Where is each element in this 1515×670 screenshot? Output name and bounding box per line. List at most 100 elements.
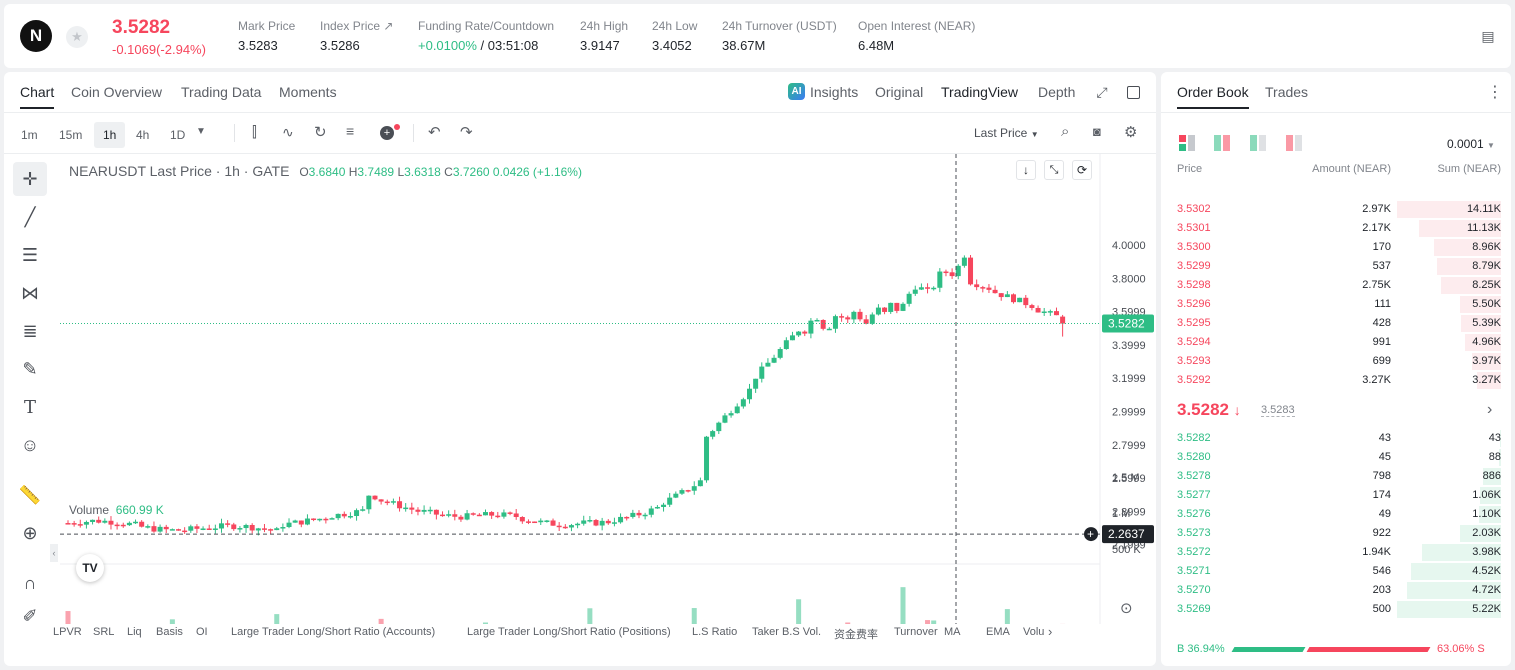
view-tradingview[interactable]: TradingView [941, 84, 1019, 100]
ask-row[interactable]: 3.5292 3.27K 3.27K [1177, 371, 1501, 390]
collapse-toolbar-icon[interactable]: ‹ [50, 544, 58, 562]
ai-insights-icon[interactable]: AI [788, 83, 805, 100]
tab-coin-overview[interactable]: Coin Overview [71, 84, 163, 100]
interval-1d[interactable]: 1D [170, 128, 186, 142]
chart-settings-icon[interactable]: ⊙ [1120, 600, 1133, 617]
view-asks-icon[interactable] [1286, 135, 1302, 151]
parallel-lines-tool-icon[interactable]: ☰ [21, 244, 39, 265]
tab-moments[interactable]: Moments [279, 84, 337, 100]
ask-row[interactable]: 3.5296 111 5.50K [1177, 295, 1501, 314]
indicator-13[interactable]: Volu [1023, 626, 1045, 638]
fib-tool-icon[interactable]: ≣ [22, 320, 38, 341]
replay-icon[interactable]: ↻ [314, 124, 327, 141]
tab-trades[interactable]: Trades [1265, 84, 1309, 100]
window-icon[interactable] [1127, 86, 1140, 99]
ask-row[interactable]: 3.5299 537 8.79K [1177, 257, 1501, 276]
candle-body [390, 501, 396, 503]
view-asks-bids-icon[interactable] [1214, 135, 1230, 151]
add-alert-icon[interactable]: + [380, 126, 394, 140]
ask-row[interactable]: 3.5294 991 4.96K [1177, 333, 1501, 352]
screenshot-camera-icon[interactable]: ◙ [1093, 124, 1101, 139]
ask-row[interactable]: 3.5293 699 3.97K [1177, 352, 1501, 371]
volume-bar [274, 614, 280, 624]
indicators-icon[interactable]: ∿ [282, 124, 294, 140]
interval-15m[interactable]: 15m [59, 128, 83, 142]
ask-row[interactable]: 3.5300 170 8.96K [1177, 238, 1501, 257]
ask-row[interactable]: 3.5301 2.17K 11.13K [1177, 219, 1501, 238]
view-bids-icon[interactable] [1250, 135, 1266, 151]
bid-row[interactable]: 3.5273 922 2.03K [1177, 524, 1501, 543]
precision-select[interactable]: 0.0001 ▼ [1447, 137, 1495, 151]
indicator-12[interactable]: EMA [986, 626, 1010, 638]
trend-line-tool-icon[interactable]: ╱ [24, 206, 36, 227]
indicators-more-icon[interactable]: › [1048, 624, 1053, 639]
indicator-10[interactable]: Turnover [894, 626, 938, 638]
depth-bar [1434, 239, 1501, 256]
view-both-icon[interactable] [1179, 135, 1195, 151]
favorite-star-icon[interactable]: ★ [66, 26, 88, 48]
indicator-5[interactable]: Large Trader Long/Short Ratio (Accounts) [231, 626, 436, 638]
ask-row[interactable]: 3.5298 2.75K 8.25K [1177, 276, 1501, 295]
indicator-6[interactable]: Large Trader Long/Short Ratio (Positions… [467, 626, 671, 638]
brush-tool-icon[interactable]: ✎ [22, 358, 38, 379]
indicator-7[interactable]: L.S Ratio [692, 626, 738, 638]
undo-icon[interactable]: ↶ [428, 124, 441, 141]
view-original[interactable]: Original [875, 84, 924, 100]
indicator-4[interactable]: OI [196, 626, 208, 638]
toggle-layout-icon[interactable]: ⟳ [1072, 160, 1092, 180]
emoji-tool-icon[interactable]: ☺ [20, 434, 40, 455]
ruler-tool-icon[interactable]: 📏 [18, 484, 42, 505]
scroll-down-icon[interactable]: ↓ [1016, 160, 1036, 180]
search-icon[interactable]: ⌕ [1061, 123, 1070, 140]
collapse-arrows-icon[interactable]: ⤡ [1044, 160, 1064, 180]
pattern-tool-icon[interactable]: ⋈ [21, 282, 39, 303]
candle-body [556, 525, 562, 528]
lock-drawing-tool-icon[interactable]: ✐ [22, 605, 38, 626]
interval-dropdown-icon[interactable]: ▼ [196, 126, 206, 137]
bid-row[interactable]: 3.5272 1.94K 3.98K [1177, 543, 1501, 562]
interval-1m[interactable]: 1m [21, 128, 38, 142]
interval-4h[interactable]: 4h [136, 128, 150, 142]
price-type-select[interactable]: Last Price ▼ [974, 126, 1039, 140]
tab-order-book[interactable]: Order Book [1177, 84, 1249, 109]
bid-row[interactable]: 3.5282 43 43 [1177, 429, 1501, 448]
tab-trading-data[interactable]: Trading Data [181, 84, 262, 100]
settings-gear-icon[interactable]: ⚙ [1124, 124, 1138, 141]
chevron-right-icon[interactable]: › [1487, 401, 1493, 418]
crosshair-tool-icon[interactable]: ✛ [13, 162, 47, 196]
ask-row[interactable]: 3.5302 2.97K 14.11K [1177, 200, 1501, 219]
indicator-8[interactable]: Taker B.S Vol. [752, 626, 822, 638]
bid-row[interactable]: 3.5277 174 1.06K [1177, 486, 1501, 505]
ask-row[interactable]: 3.5295 428 5.39K [1177, 314, 1501, 333]
tab-chart[interactable]: Chart [20, 84, 55, 109]
indicator-3[interactable]: Basis [156, 626, 183, 638]
indicator-0[interactable]: LPVR [53, 626, 82, 638]
view-depth[interactable]: Depth [1038, 84, 1076, 100]
magnet-tool-icon[interactable]: ∩ [23, 572, 37, 593]
redo-icon[interactable]: ↷ [460, 124, 473, 141]
indicator-2[interactable]: Liq [127, 626, 142, 638]
zoom-in-tool-icon[interactable]: ⊕ [22, 522, 38, 543]
candle-type-icon[interactable]: ⫿ [252, 124, 257, 141]
expand-icon[interactable]: ⤢ [1096, 83, 1108, 100]
indicator-9[interactable]: 资金费率 [834, 629, 878, 641]
indicator-11[interactable]: MA [944, 626, 961, 638]
candlestick-chart[interactable]: 4.00003.80003.59993.39993.19992.99992.79… [60, 154, 1156, 624]
bid-row[interactable]: 3.5269 500 5.22K [1177, 600, 1501, 619]
interval-1h[interactable]: 1h [94, 122, 126, 148]
template-icon[interactable]: ≡ [346, 123, 355, 139]
more-options-icon[interactable]: ⋮ [1487, 84, 1503, 101]
mid-price[interactable]: 3.5282 ↓ [1177, 400, 1241, 419]
indicator-1[interactable]: SRL [93, 626, 115, 638]
bid-row[interactable]: 3.5271 546 4.52K [1177, 562, 1501, 581]
bid-row[interactable]: 3.5270 203 4.72K [1177, 581, 1501, 600]
text-tool-icon[interactable]: T [23, 396, 36, 418]
view-insights[interactable]: Insights [810, 84, 859, 100]
bid-row[interactable]: 3.5276 49 1.10K [1177, 505, 1501, 524]
stat-index-price[interactable]: Index Price ↗ 3.5286 [320, 19, 394, 53]
notes-icon[interactable]: ▤ [1481, 27, 1495, 44]
volume-value: 660.99 K [115, 503, 164, 517]
bid-row[interactable]: 3.5278 798 886 [1177, 467, 1501, 486]
candle-body [354, 510, 360, 517]
bid-row[interactable]: 3.5280 45 88 [1177, 448, 1501, 467]
